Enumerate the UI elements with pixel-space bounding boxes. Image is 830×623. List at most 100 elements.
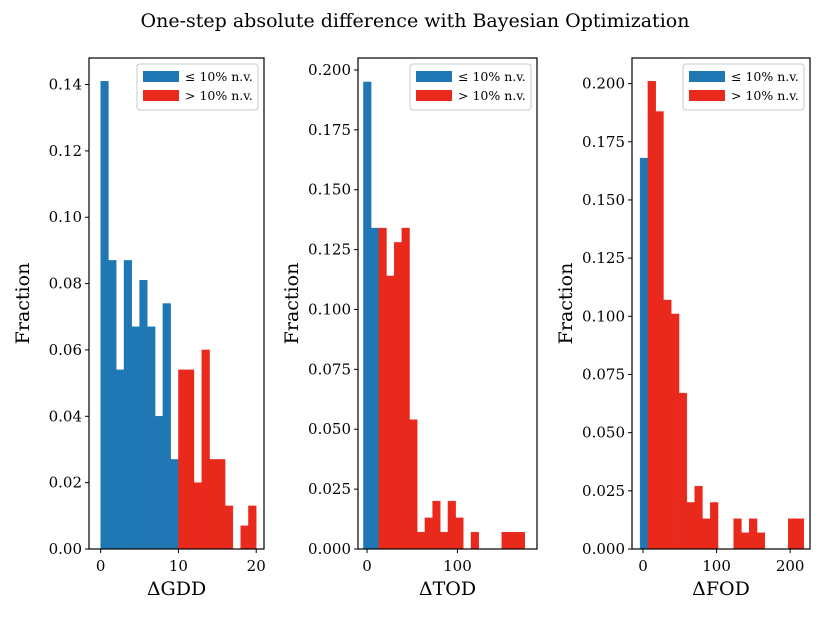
y-tick-label: 0.100 [308,300,351,318]
histogram-bar [417,532,426,550]
histogram-bar [170,459,179,550]
histogram-bar [409,419,418,550]
histogram-bar [432,500,441,550]
x-tick-label: 20 [247,557,266,575]
histogram-bar [440,532,449,550]
histogram-bar [178,369,187,550]
histogram-bar [470,532,479,550]
y-tick-label: 0.125 [308,241,351,259]
y-tick-label: 0.050 [308,420,351,438]
histogram-bar [224,505,234,550]
histogram-bar [655,111,664,550]
legend-swatch [689,71,725,82]
axes-frame [88,57,265,550]
histogram-bar [749,518,758,550]
histogram-bar [401,227,410,550]
legend-swatch [143,71,179,82]
y-tick-label: 0.100 [582,307,625,325]
histogram-panel-2: 0.000 0.025 0.050 0.075 0.100 0.125 0.150 0.175… [281,57,538,600]
x-tick-label: 100 [443,557,472,575]
legend-label: > 10% n.v. [731,88,799,103]
legend-label: > 10% n.v. [185,88,253,103]
histogram-bar [386,275,395,550]
histogram-bar [686,502,695,550]
legend: ≤ 10% n.v. > 10% n.v. [682,63,805,111]
y-tick-label: 0.050 [582,424,625,442]
histogram-bar [501,532,510,550]
y-tick-label: 0.08 [49,275,82,293]
histogram-bar [100,81,109,550]
y-tick-label: 0.200 [308,61,351,79]
histogram-bar [162,303,171,550]
histogram-bar [217,459,226,550]
histogram-bar [108,260,117,550]
y-tick-label: 0.12 [49,142,82,160]
x-tick-label: 100 [702,557,731,575]
y-tick-label: 0.06 [49,341,82,359]
histogram-bar [710,502,719,550]
y-tick-label: 0.025 [582,482,625,500]
x-axis-label: ΔTOD [419,578,476,600]
y-axis-label: Fraction [281,263,303,345]
histogram-bar [116,369,125,550]
y-tick-label: 0.075 [308,360,351,378]
y-tick-label: 0.200 [582,75,625,93]
histogram-bar [201,349,210,550]
x-tick-label: 0 [362,557,372,575]
histogram-bar [154,416,164,550]
legend-label: ≤ 10% n.v. [458,69,526,84]
histogram-bar [741,532,750,550]
histogram-bar [516,532,525,550]
y-tick-label: 0.00 [49,540,82,558]
legend-label: ≤ 10% n.v. [185,69,253,84]
y-tick-label: 0.14 [49,76,82,94]
histogram-bar [663,299,672,550]
histogram-bar [447,500,456,550]
y-axis-label: Fraction [12,263,34,345]
x-axis-label: ΔFOD [692,578,750,600]
y-tick-label: 0.000 [308,540,351,558]
axes-frame [357,57,538,550]
histogram-bar [186,369,195,550]
y-tick-label: 0.10 [49,208,82,226]
y-axis-label: Fraction [555,263,577,345]
y-tick-label: 0.125 [582,249,625,267]
x-tick-label: 0 [96,557,106,575]
histogram-bar [393,242,403,550]
y-tick-label: 0.04 [49,407,82,425]
x-tick-label: 200 [776,557,805,575]
y-tick-label: 0.025 [308,480,351,498]
legend-label: ≤ 10% n.v. [731,69,799,84]
histogram-bar [248,505,257,550]
histogram-bar [209,459,218,550]
histogram-bar [455,517,464,550]
legend-swatch [143,90,179,101]
legend-swatch [416,90,452,101]
histogram-panel-1: 0.00 0.02 0.04 0.06 0.08 0.10 0.12 0.14 0 10 20 ΔGD… [12,57,266,600]
histogram-bar [671,313,680,550]
histogram-bar [702,518,711,550]
histogram-bar [788,518,797,550]
y-tick-label: 0.175 [308,121,351,139]
histogram-bar [193,482,202,550]
histogram-bar [509,532,518,550]
x-axis-label: ΔGDD [147,578,206,600]
y-tick-label: 0.150 [308,181,351,199]
histogram-bar [639,157,649,550]
figure-title: One-step absolute difference with Bayesi… [141,10,690,32]
y-tick-label: 0.000 [582,540,625,558]
legend-label: > 10% n.v. [458,88,526,103]
legend: ≤ 10% n.v. > 10% n.v. [136,63,259,111]
histogram-bar [733,518,742,550]
histogram-bar [363,81,372,550]
histogram-bar [756,532,766,550]
x-tick-label: 10 [169,557,188,575]
y-tick-label: 0.175 [582,133,625,151]
histogram-bar [240,525,249,550]
histogram-bar [647,81,656,550]
legend-swatch [416,71,452,82]
histogram-bar [694,485,703,550]
histogram-panel-3: 0.000 0.025 0.050 0.075 0.100 0.125 0.150 0.175… [555,57,811,600]
axes-frame [631,57,811,550]
